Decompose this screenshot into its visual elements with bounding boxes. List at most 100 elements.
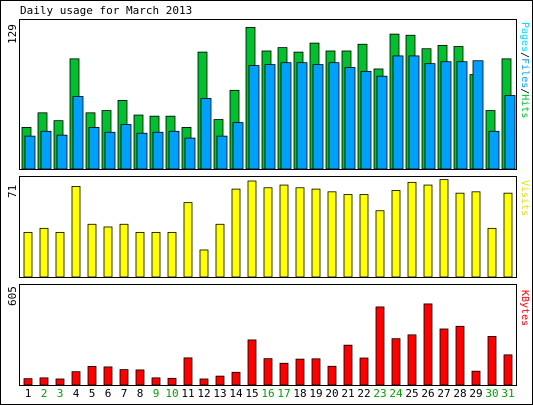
files-bar-day-1 [24, 135, 36, 170]
files-bar-day-26 [424, 63, 436, 170]
day-label-9: 9 [152, 387, 160, 400]
kbytes-bar-day-20 [327, 365, 337, 386]
bottom-max-label: 605 [6, 286, 19, 306]
bottom-panel-frame [19, 284, 517, 386]
kbytes-bar-day-21 [343, 344, 353, 386]
files-bar-day-17 [280, 62, 292, 170]
files-bar-day-25 [408, 55, 420, 170]
kbytes-bar-day-11 [183, 357, 193, 386]
visits-bar-day-24 [391, 190, 401, 278]
kbytes-bar-day-14 [231, 371, 241, 386]
day-label-26: 26 [421, 387, 435, 400]
files-bar-day-15 [248, 65, 260, 170]
kbytes-bar-day-19 [311, 358, 321, 386]
files-bar-day-19 [312, 64, 324, 170]
visits-bar-day-7 [119, 223, 129, 278]
visits-label: Visits [519, 180, 530, 217]
kbytes-bar-day-6 [103, 366, 113, 386]
kbytes-bar-day-23 [375, 306, 385, 386]
pages-label: Pages [519, 22, 530, 53]
files-bar-day-13 [216, 135, 228, 170]
kbytes-bar-day-3 [55, 378, 65, 386]
visits-bar-day-29 [471, 191, 481, 278]
kbytes-bar-day-18 [295, 358, 305, 386]
files-bar-day-30 [488, 130, 500, 170]
files-bar-day-28 [456, 61, 468, 170]
files-bar-day-11 [184, 137, 196, 170]
day-label-21: 21 [341, 387, 355, 400]
visits-bar-day-20 [327, 191, 337, 278]
visits-bar-day-9 [151, 231, 161, 278]
day-label-29: 29 [469, 387, 483, 400]
top-max-label: 129 [6, 24, 19, 44]
visits-bar-day-3 [55, 231, 65, 278]
files-bar-day-6 [104, 131, 116, 170]
visits-bar-day-19 [311, 188, 321, 278]
middle-max-label: 71 [6, 184, 19, 198]
visits-bar-day-14 [231, 188, 241, 278]
files-bar-day-29 [472, 60, 484, 170]
day-label-17: 17 [277, 387, 291, 400]
visits-bar-day-15 [247, 180, 257, 278]
kbytes-bar-day-9 [151, 377, 161, 386]
day-label-13: 13 [213, 387, 227, 400]
day-label-20: 20 [325, 387, 339, 400]
files-bar-day-9 [152, 131, 164, 170]
top-panel-frame [19, 19, 517, 170]
middle-panel-frame [19, 176, 517, 278]
files-bar-day-2 [40, 130, 52, 170]
visits-bar-day-16 [263, 187, 273, 278]
files-bar-day-5 [88, 127, 100, 170]
day-label-1: 1 [24, 387, 32, 400]
chart-title: Daily usage for March 2013 [20, 4, 193, 17]
visits-bar-day-30 [487, 227, 497, 278]
day-label-28: 28 [453, 387, 467, 400]
day-label-22: 22 [357, 387, 371, 400]
day-label-30: 30 [485, 387, 499, 400]
day-label-25: 25 [405, 387, 419, 400]
visits-bar-day-6 [103, 226, 113, 278]
visits-bar-day-18 [295, 187, 305, 278]
kbytes-bar-day-30 [487, 336, 497, 386]
kbytes-bar-day-1 [23, 378, 33, 386]
kbytes-bar-day-26 [423, 303, 433, 386]
files-bar-day-7 [120, 124, 132, 170]
kbytes-bar-day-24 [391, 338, 401, 386]
files-bar-day-20 [328, 62, 340, 170]
day-label-11: 11 [181, 387, 195, 400]
day-label-4: 4 [72, 387, 80, 400]
day-label-24: 24 [389, 387, 403, 400]
kbytes-bar-day-12 [199, 378, 209, 386]
files-bar-day-23 [376, 75, 388, 170]
day-label-10: 10 [165, 387, 179, 400]
visits-bar-day-12 [199, 249, 209, 278]
day-label-5: 5 [88, 387, 96, 400]
day-label-15: 15 [245, 387, 259, 400]
day-label-12: 12 [197, 387, 211, 400]
visits-bar-day-25 [407, 181, 417, 278]
visits-bar-day-2 [39, 227, 49, 278]
visits-bar-day-21 [343, 194, 353, 278]
kbytes-bar-day-27 [439, 328, 449, 386]
files-bar-day-18 [296, 62, 308, 170]
visits-bar-day-22 [359, 194, 369, 278]
files-bar-day-16 [264, 64, 276, 170]
day-label-2: 2 [40, 387, 48, 400]
visits-bar-day-28 [455, 192, 465, 278]
day-label-19: 19 [309, 387, 323, 400]
visits-bar-day-11 [183, 202, 193, 278]
files-bar-day-3 [56, 134, 68, 170]
visits-bar-day-1 [23, 231, 33, 278]
day-label-7: 7 [120, 387, 128, 400]
visits-bar-day-5 [87, 223, 97, 278]
kbytes-bar-day-8 [135, 369, 145, 386]
files-bar-day-10 [168, 130, 180, 170]
kbytes-bar-day-29 [471, 370, 481, 386]
visits-bar-day-23 [375, 210, 385, 278]
kbytes-bar-day-7 [119, 369, 129, 386]
kbytes-bar-day-17 [279, 362, 289, 386]
kbytes-label: KBytes [519, 290, 530, 327]
day-label-6: 6 [104, 387, 112, 400]
kbytes-bar-day-22 [359, 357, 369, 386]
